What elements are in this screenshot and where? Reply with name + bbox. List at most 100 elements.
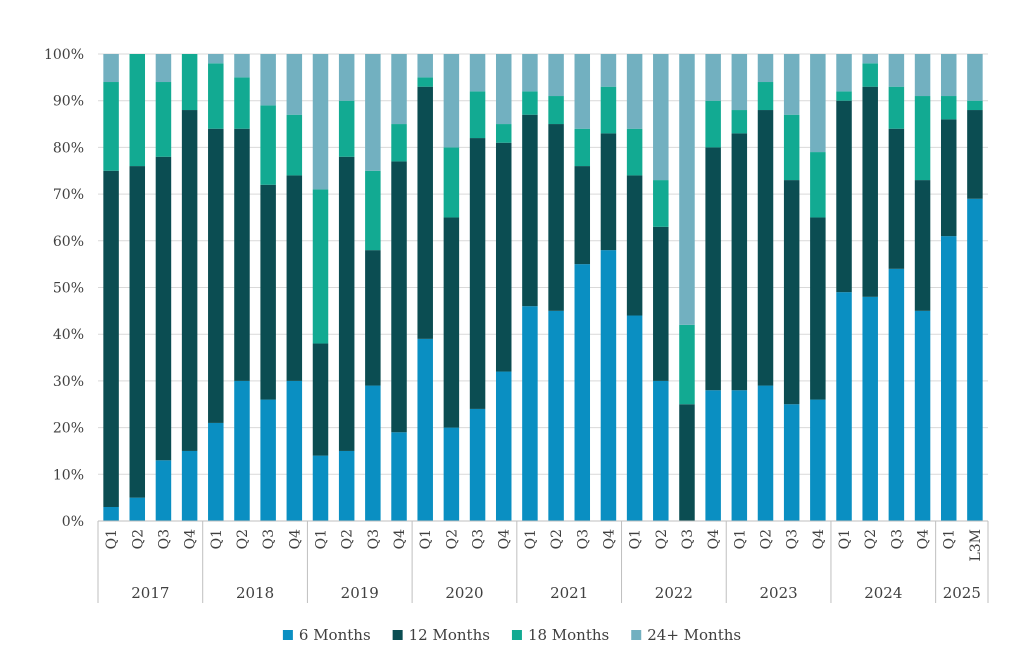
x-tick-label: Q1 bbox=[418, 529, 434, 549]
x-group-label: 2025 bbox=[943, 584, 981, 602]
bar-segment-18-months bbox=[469, 91, 486, 139]
bar-segment-24-months bbox=[155, 54, 172, 83]
x-group-label: 2022 bbox=[655, 584, 693, 602]
bar-segment-24-months bbox=[967, 54, 983, 101]
bar-segment-18-months bbox=[365, 170, 381, 251]
x-tick-label: Q4 bbox=[916, 529, 932, 549]
bar-segment-24-months bbox=[888, 54, 905, 87]
bar-segment-12-months bbox=[522, 114, 538, 307]
bar-segment-6-months bbox=[888, 268, 905, 521]
bar-segment-6-months bbox=[940, 236, 957, 521]
bar-segment-18-months bbox=[600, 86, 617, 134]
bar-segment-6-months bbox=[653, 380, 669, 521]
legend-label: 6 Months bbox=[299, 626, 371, 644]
bar-segment-6-months bbox=[757, 385, 774, 521]
x-tick-label: Q3 bbox=[889, 529, 905, 549]
x-group-label: 2024 bbox=[864, 584, 902, 602]
bar-segment-12-months bbox=[469, 138, 486, 409]
bar-segment-18-months bbox=[443, 147, 460, 218]
bar-segment-6-months bbox=[495, 371, 512, 521]
bar-segment-24-months bbox=[312, 54, 329, 190]
bar-segment-18-months bbox=[810, 152, 826, 218]
x-tick-label: Q1 bbox=[104, 529, 120, 549]
bar-segment-24-months bbox=[705, 54, 721, 101]
x-tick-label: Q1 bbox=[523, 529, 539, 549]
bar-segment-12-months bbox=[574, 166, 591, 265]
bar-segment-12-months bbox=[155, 156, 172, 461]
bar-segment-24-months bbox=[653, 54, 669, 181]
bar-segment-18-months bbox=[731, 110, 748, 134]
bar-segment-6-months bbox=[731, 390, 748, 521]
x-axis: Q1 Q2 Q3 Q4 Q1 Q2 Q3 Q4 Q1 Q2 Q3 Q4 Q1 Q2 Q3 Q4 Q1 Q2 Q3 Q4… bbox=[97, 520, 989, 603]
bar-segment-6-months bbox=[967, 198, 983, 521]
bar-segment-18-months bbox=[312, 189, 329, 344]
bar-segment-18-months bbox=[967, 100, 983, 111]
bar-segment-12-months bbox=[391, 161, 407, 433]
bar-segment-24-months bbox=[522, 54, 538, 92]
x-tick-label: Q4 bbox=[287, 529, 303, 549]
x-tick-label: Q2 bbox=[444, 529, 460, 549]
y-tick-label: 100% bbox=[44, 47, 84, 63]
x-group-label: 2019 bbox=[341, 584, 379, 602]
x-tick-label: Q2 bbox=[863, 529, 879, 549]
bar-segment-6-months bbox=[260, 399, 276, 521]
bar-segment-24-months bbox=[208, 54, 224, 64]
bar-segment-18-months bbox=[548, 96, 564, 125]
bar-segment-18-months bbox=[653, 180, 669, 227]
x-tick-label: Q2 bbox=[130, 529, 146, 549]
bar-segment-24-months bbox=[391, 54, 407, 125]
bar-segment-18-months bbox=[260, 105, 276, 185]
bar-segment-18-months bbox=[914, 96, 931, 181]
y-tick-label: 50% bbox=[53, 281, 84, 297]
bars bbox=[103, 54, 983, 521]
bar-segment-12-months bbox=[914, 180, 931, 311]
bar-segment-12-months bbox=[312, 343, 329, 456]
y-axis: 0% 10% 20% 30% 40% 50% 60% 70% 80% 90% 100% bbox=[44, 47, 84, 530]
x-tick-label: Q2 bbox=[549, 529, 565, 549]
x-tick-label: Q3 bbox=[471, 529, 487, 549]
bar-segment-18-months bbox=[129, 54, 146, 167]
bar-segment-6-months bbox=[914, 310, 931, 521]
bar-segment-6-months bbox=[338, 450, 355, 521]
bar-segment-12-months bbox=[103, 170, 119, 507]
bar-segment-6-months bbox=[208, 422, 224, 521]
x-tick-label: Q2 bbox=[654, 529, 670, 549]
bar-segment-24-months bbox=[679, 54, 695, 325]
x-tick-label: Q2 bbox=[340, 529, 356, 549]
bar-segment-18-months bbox=[234, 77, 250, 129]
bar-segment-24-months bbox=[783, 54, 800, 115]
bar-segment-6-months bbox=[103, 506, 119, 521]
bar-segment-24-months bbox=[810, 54, 826, 153]
bar-segment-24-months bbox=[443, 54, 460, 148]
bar-segment-12-months bbox=[234, 128, 250, 381]
bar-segment-12-months bbox=[862, 86, 878, 297]
x-group-label: 2018 bbox=[236, 584, 274, 602]
bar-segment-24-months bbox=[286, 54, 303, 115]
bar-segment-18-months bbox=[155, 82, 172, 157]
bar-segment-24-months bbox=[600, 54, 617, 87]
x-tick-label: Q4 bbox=[811, 529, 827, 549]
bar-segment-24-months bbox=[574, 54, 591, 129]
bar-segment-18-months bbox=[679, 324, 695, 405]
bar-segment-6-months bbox=[626, 315, 643, 521]
bar-segment-6-months bbox=[155, 460, 172, 521]
bar-segment-6-months bbox=[417, 338, 433, 521]
bar-segment-6-months bbox=[705, 390, 721, 521]
bar-segment-6-months bbox=[286, 380, 303, 521]
bar-segment-24-months bbox=[862, 54, 878, 64]
bar-segment-6-months bbox=[810, 399, 826, 521]
bar-segment-6-months bbox=[365, 385, 381, 521]
bar-segment-6-months bbox=[181, 450, 198, 521]
bar-segment-24-months bbox=[548, 54, 564, 97]
x-tick-label: Q4 bbox=[706, 529, 722, 549]
bar-segment-12-months bbox=[783, 180, 800, 405]
bar-segment-18-months bbox=[626, 128, 643, 176]
bar-segment-12-months bbox=[260, 184, 276, 400]
bar-segment-12-months bbox=[731, 133, 748, 391]
gridlines bbox=[98, 53, 988, 522]
x-group-label: 2017 bbox=[131, 584, 169, 602]
bar-segment-12-months bbox=[548, 124, 564, 311]
bar-segment-6-months bbox=[836, 292, 852, 521]
bar-segment-24-months bbox=[836, 54, 852, 92]
bar-segment-12-months bbox=[338, 156, 355, 451]
